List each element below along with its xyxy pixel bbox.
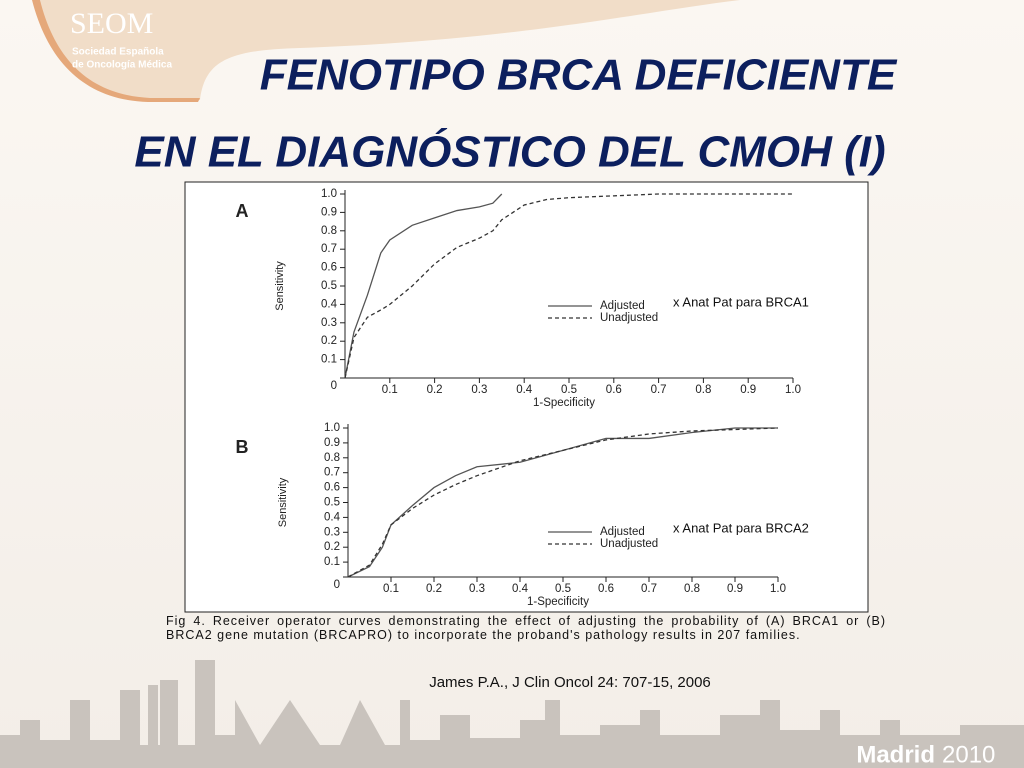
y-tick-label: 0.5 <box>321 280 337 292</box>
x-tick-label: 0.8 <box>695 384 711 396</box>
x-tick-label: 1.0 <box>785 384 801 396</box>
series-line <box>344 193 793 379</box>
x-tick-label: 0.6 <box>598 583 614 595</box>
y-tick-label: 0.5 <box>324 497 340 509</box>
x-tick-label: 0.1 <box>383 583 399 595</box>
x-tick-label: 0.4 <box>512 583 529 595</box>
x-tick-label: 0.3 <box>471 384 487 396</box>
panel-label: B <box>236 437 249 457</box>
y-tick-label: 0.8 <box>321 225 337 237</box>
y-axis-label: Sensitivity <box>274 261 286 311</box>
y-tick-label: 0.2 <box>324 541 340 553</box>
y-tick-label: 0.4 <box>324 511 341 523</box>
y-tick-label: 0.8 <box>324 452 340 464</box>
x-tick-label: 0.2 <box>426 583 442 595</box>
y-tick-label: 0.1 <box>321 354 337 366</box>
y-tick-label: 1.0 <box>324 422 340 434</box>
y-tick-label: 0.2 <box>321 335 337 347</box>
series-line <box>347 427 779 578</box>
y-tick-label: 0.9 <box>321 206 337 218</box>
x-tick-label: 0.5 <box>555 583 571 595</box>
title: FENOTIPO BRCA DEFICIENTE <box>260 51 898 100</box>
series-line <box>347 427 778 578</box>
logo-line: Sociedad Española <box>72 47 164 58</box>
x-tick-label: 0.2 <box>427 384 443 396</box>
series-line <box>344 193 503 379</box>
footer-year: 2010 <box>942 741 995 768</box>
legend-label: Adjusted <box>600 300 645 312</box>
charts: 0 0.1 0.2 0.3 0.4 0.5 0.6 0.7 0.8 0.9 1.0 0.1 0.2 0.3… <box>236 188 809 608</box>
title: EN EL DIAGNÓSTICO DEL CMOH (I) <box>134 127 885 177</box>
y-tick-label: 0.9 <box>324 437 340 449</box>
x-tick-label: 0.6 <box>606 384 622 396</box>
y-tick-label: 0.6 <box>321 262 337 274</box>
y-axis-label: Sensitivity <box>277 477 289 527</box>
x-tick-label: 0.9 <box>740 384 756 396</box>
x-tick-label: 0.7 <box>651 384 667 396</box>
footer-city: Madrid <box>856 741 935 768</box>
y-tick-label: 0.6 <box>324 482 340 494</box>
y-tick-label: 0 <box>331 380 337 392</box>
legend-label: Unadjusted <box>600 312 658 324</box>
y-tick-label: 0 <box>334 579 340 591</box>
header-swoosh <box>0 0 740 100</box>
x-axis-label: 1-Specificity <box>533 397 595 409</box>
x-axis-label: 1-Specificity <box>527 596 589 608</box>
panel-label: A <box>236 201 249 221</box>
x-tick-label: 0.7 <box>641 583 657 595</box>
y-tick-label: 0.1 <box>324 556 340 568</box>
x-tick-label: 0.9 <box>727 583 743 595</box>
logo-line: de Oncología Médica <box>72 60 172 71</box>
y-tick-label: 0.7 <box>321 243 337 255</box>
x-tick-label: 0.8 <box>684 583 700 595</box>
y-tick-label: 0.7 <box>324 467 340 479</box>
legend-label: Unadjusted <box>600 538 658 550</box>
figure-frame <box>184 181 869 613</box>
skyline <box>0 660 1024 768</box>
x-tick-label: 0.3 <box>469 583 485 595</box>
y-tick-label: 0.3 <box>321 317 337 329</box>
y-tick-label: 1.0 <box>321 188 337 200</box>
legend-label: Adjusted <box>600 526 645 538</box>
caption: Fig 4. Receiver operator curves demonstr… <box>166 614 886 642</box>
annotation: x Anat Pat para BRCA1 <box>673 294 809 309</box>
x-tick-label: 0.5 <box>561 384 577 396</box>
citation: James P.A., J Clin Oncol 24: 707-15, 200… <box>429 674 711 691</box>
x-tick-label: 0.4 <box>516 384 533 396</box>
y-tick-label: 0.4 <box>321 298 338 310</box>
x-tick-label: 1.0 <box>770 583 786 595</box>
y-tick-label: 0.3 <box>324 526 340 538</box>
annotation: x Anat Pat para BRCA2 <box>673 520 809 535</box>
x-tick-label: 0.1 <box>382 384 398 396</box>
logo-name: SEOM <box>70 7 153 40</box>
